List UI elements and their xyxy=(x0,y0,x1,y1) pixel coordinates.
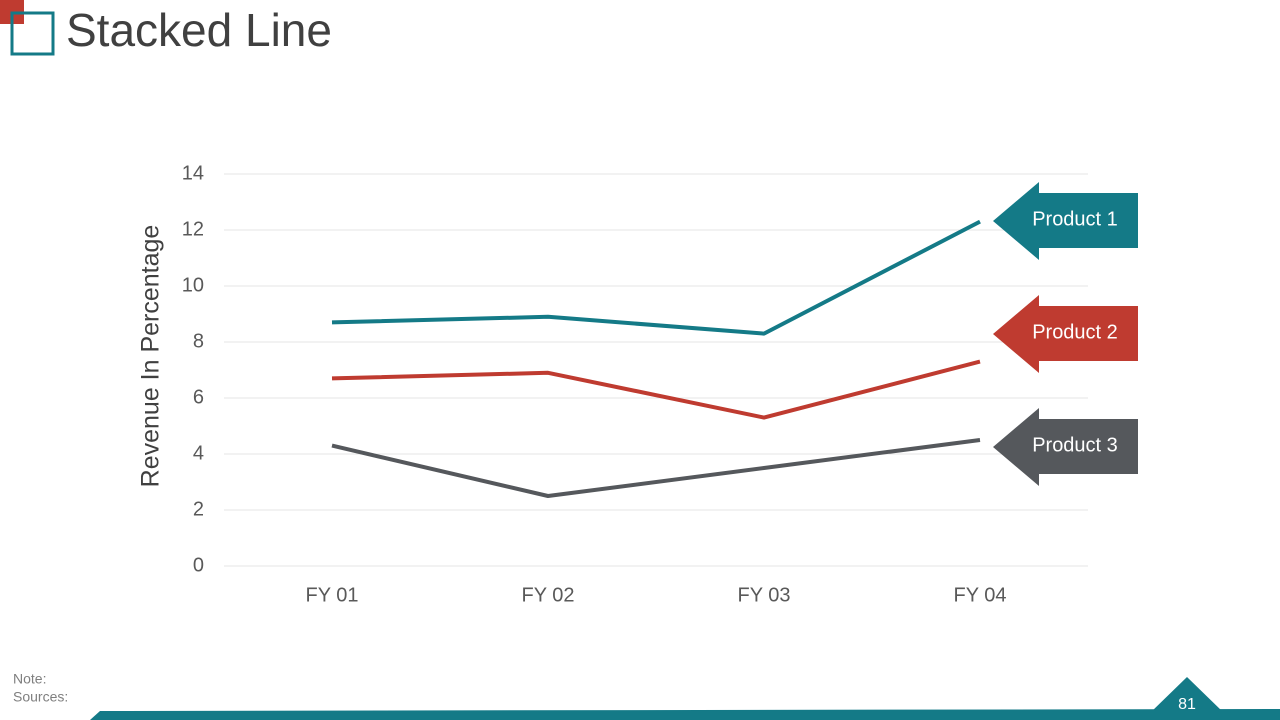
y-axis-label: Revenue In Percentage xyxy=(137,225,165,488)
y-tick-label: 6 xyxy=(193,386,204,408)
slide-title: Stacked Line xyxy=(66,4,332,56)
legend-item: Product 3 xyxy=(993,408,1138,486)
x-tick-label: FY 02 xyxy=(522,584,575,606)
legend-label: Product 2 xyxy=(1032,321,1118,343)
y-tick-label: 2 xyxy=(193,498,204,520)
y-tick-label: 0 xyxy=(193,554,204,576)
legend-item: Product 2 xyxy=(993,295,1138,373)
line-series xyxy=(331,359,981,420)
x-tick-label: FY 03 xyxy=(738,584,791,606)
y-tick-label: 12 xyxy=(182,218,204,240)
legend-arrow xyxy=(993,295,1138,373)
legend-label: Product 1 xyxy=(1032,208,1118,230)
y-tick-label: 10 xyxy=(182,274,204,296)
line-series xyxy=(331,438,981,498)
x-tick-label: FY 01 xyxy=(306,584,359,606)
legend-label: Product 3 xyxy=(1032,434,1118,456)
footer-bar xyxy=(90,709,1280,720)
line-series xyxy=(331,219,981,336)
y-tick-label: 14 xyxy=(182,162,204,184)
sources: Sources: xyxy=(13,689,68,705)
page-number: 81 xyxy=(1178,696,1196,713)
legend-item: Product 1 xyxy=(993,182,1138,260)
y-tick-label: 8 xyxy=(193,330,204,352)
title-icon xyxy=(10,11,55,56)
legend-arrow xyxy=(993,408,1138,486)
note: Note: xyxy=(13,671,46,687)
x-tick-label: FY 04 xyxy=(954,584,1007,606)
legend-arrow xyxy=(993,182,1138,260)
page-badge xyxy=(1150,677,1224,713)
plot-area: 0 2 4 6 8 10 12 14 FY 01 FY 02 FY 03 FY 04 Product 3… xyxy=(182,162,1138,606)
y-tick-label: 4 xyxy=(193,442,204,464)
